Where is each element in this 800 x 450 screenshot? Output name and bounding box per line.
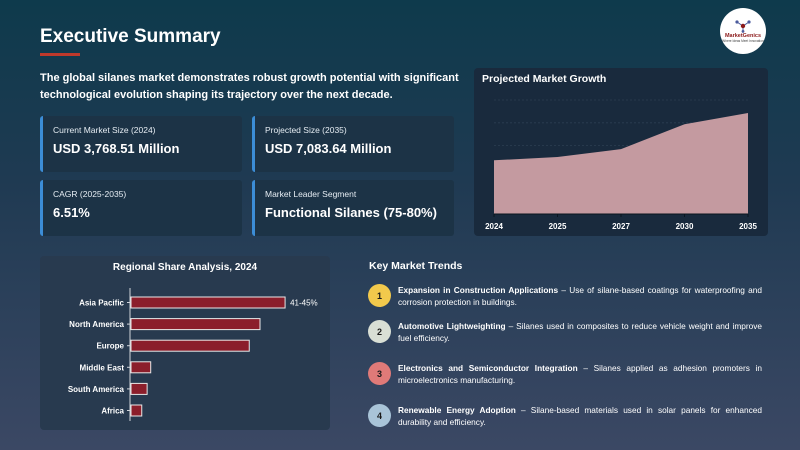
card-value: USD 3,768.51 Million [53, 141, 180, 156]
category-label: South America [68, 385, 125, 394]
trend-description: – Silanes applied as adhesion promoters … [398, 363, 763, 385]
regional-chart-title: Regional Share Analysis, 2024 [112, 262, 258, 273]
bar [130, 296, 286, 309]
trend-number-badge: 1 [368, 284, 391, 307]
bar [130, 361, 152, 374]
x-tick-label: 2030 [676, 222, 694, 231]
x-tick-label: 2027 [612, 222, 630, 231]
trend-text: Electronics and Semiconductor Integratio… [398, 362, 762, 386]
card-label: Market Leader Segment [265, 189, 357, 199]
regional-chart: Asia Pacific 41-45% North America Europe Mid… [68, 288, 318, 421]
growth-chart-panel: Projected Market Growth 2024 2025 2027 2030… [474, 68, 768, 236]
page-title: Executive Summary [40, 26, 221, 47]
x-tick-label: 2024 [485, 222, 503, 231]
molecule-icon [735, 20, 751, 33]
bar [130, 339, 250, 352]
trend-number-badge: 3 [368, 362, 391, 385]
x-tick-label: 2035 [739, 222, 757, 231]
growth-area [494, 113, 748, 214]
category-label: Asia Pacific [79, 299, 124, 308]
trend-heading: Expansion in Construction Applications [398, 285, 559, 295]
trend-number-badge: 4 [368, 404, 391, 427]
card-value: USD 7,083.64 Million [265, 141, 392, 156]
card-market-leader: Market Leader Segment Functional Silanes… [252, 180, 454, 236]
trend-heading: Automotive Lightweighting [398, 321, 506, 331]
card-label: Projected Size (2035) [265, 125, 347, 135]
trend-number-badge: 2 [368, 320, 391, 343]
card-value: Functional Silanes (75-80%) [265, 205, 437, 220]
category-label: Europe [96, 342, 124, 351]
logo-tagline: Where Ideas Meet Innovation [722, 39, 764, 44]
category-label: Middle East [80, 363, 125, 372]
growth-chart: 2024 2025 2027 2030 2035 [485, 99, 757, 231]
bar [130, 382, 148, 395]
regional-chart-panel: Regional Share Analysis, 2024 Asia Pacif… [40, 256, 330, 430]
trend-text: Expansion in Construction Applications –… [398, 284, 762, 308]
trend-description: – Use of silane-based coatings for water… [398, 285, 762, 307]
category-label: North America [69, 320, 124, 329]
data-label: 41-45% [290, 299, 318, 308]
trend-heading: Renewable Energy Adoption [398, 405, 516, 415]
trend-text: Renewable Energy Adoption – Silane-based… [398, 404, 762, 428]
trend-heading: Electronics and Semiconductor Integratio… [398, 363, 578, 373]
card-current-market-size: Current Market Size (2024) USD 3,768.51 … [40, 116, 242, 172]
category-label: Africa [101, 407, 124, 416]
bar [130, 318, 261, 331]
card-label: CAGR (2025-2035) [53, 189, 127, 199]
trend-text: Automotive Lightweighting – Silanes used… [398, 320, 762, 344]
card-cagr: CAGR (2025-2035) 6.51% [40, 180, 242, 236]
company-logo: MarketGenics Where Ideas Meet Innovation [720, 8, 766, 54]
title-underline [40, 53, 80, 56]
card-projected-size: Projected Size (2035) USD 7,083.64 Milli… [252, 116, 454, 172]
intro-text: The global silanes market demonstrates r… [40, 72, 459, 101]
trend-description: – Silanes used in composites to reduce v… [398, 321, 762, 343]
bar [130, 404, 143, 417]
trend-description: – Silane-based materials used in solar p… [398, 405, 762, 427]
logo-brand: MarketGenics [724, 32, 762, 39]
x-tick-label: 2025 [549, 222, 567, 231]
trends-title: Key Market Trends [369, 260, 463, 272]
growth-chart-title: Projected Market Growth [482, 73, 607, 85]
card-label: Current Market Size (2024) [53, 125, 156, 135]
card-value: 6.51% [53, 205, 90, 220]
